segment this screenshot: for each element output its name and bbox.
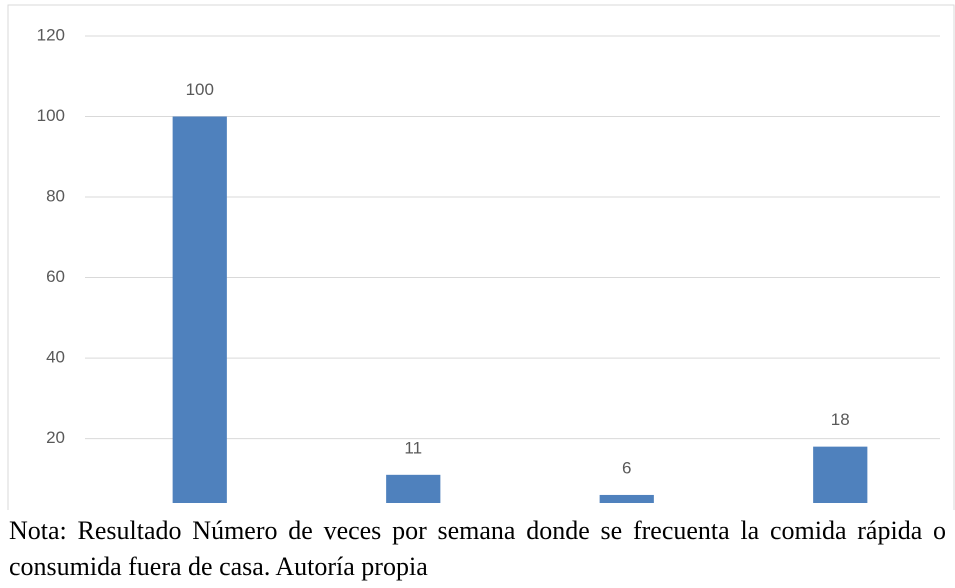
chart: 20 40 60 80 100 120 100 11 6 18 <box>7 4 955 510</box>
data-label: 6 <box>622 458 631 477</box>
data-label: 18 <box>831 410 850 429</box>
caption: Nota: Resultado Número de veces por sema… <box>9 516 946 581</box>
chart-frame <box>7 4 955 510</box>
y-tick-label: 80 <box>46 187 65 206</box>
y-tick-label: 20 <box>46 428 65 447</box>
y-tick-label: 120 <box>37 25 65 44</box>
y-tick-label: 40 <box>46 348 65 367</box>
bar <box>386 474 441 503</box>
bar <box>813 446 868 503</box>
y-tick-label: 60 <box>46 267 65 286</box>
y-tick-label: 100 <box>37 106 65 125</box>
bar <box>172 116 227 503</box>
data-label: 100 <box>186 80 214 99</box>
bar <box>599 494 654 503</box>
data-label: 11 <box>404 438 422 457</box>
